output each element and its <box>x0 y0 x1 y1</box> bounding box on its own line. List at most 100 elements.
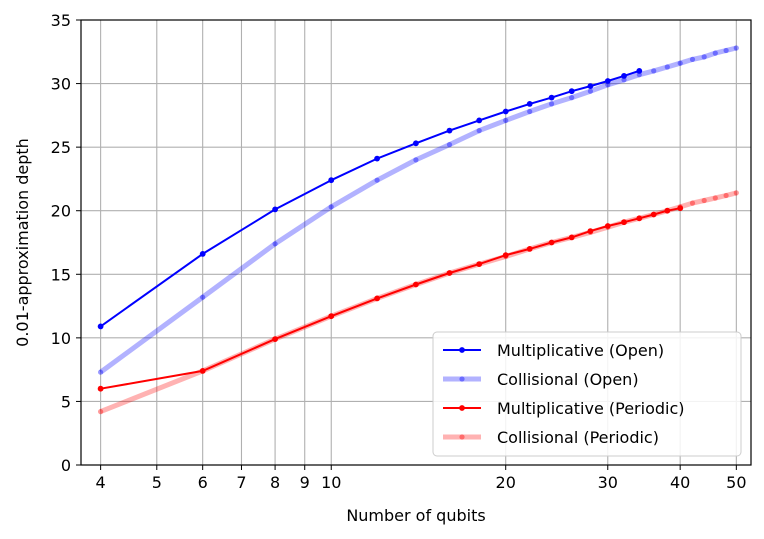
data-point <box>374 295 380 302</box>
data-point <box>587 88 594 94</box>
legend-label: Multiplicative (Periodic) <box>497 399 685 418</box>
data-point <box>636 215 643 222</box>
y-tick-label: 20 <box>51 202 71 221</box>
legend-label: Collisional (Periodic) <box>497 428 659 447</box>
data-point <box>701 54 707 60</box>
y-axis-label: 0.01-approximation depth <box>13 138 32 347</box>
data-point <box>712 195 718 201</box>
data-point <box>272 241 278 247</box>
data-point <box>526 246 533 252</box>
tick-layer: 4 5 6 7 8 9 10 20 30 40 50 0 5 10 15 20 25 30 35 <box>51 11 747 492</box>
x-tick-label: 8 <box>270 473 280 492</box>
y-tick-label: 5 <box>61 392 71 411</box>
x-tick-label: 5 <box>152 473 162 492</box>
x-tick-label: 4 <box>96 473 106 492</box>
data-point <box>374 177 380 183</box>
data-point <box>689 56 696 63</box>
x-tick-label: 40 <box>670 473 690 492</box>
series-line <box>100 69 640 328</box>
data-point <box>701 197 707 204</box>
data-point <box>98 409 104 415</box>
data-point <box>568 88 575 95</box>
data-point <box>476 261 483 267</box>
data-point <box>502 252 509 259</box>
data-point <box>689 200 696 206</box>
y-tick-label: 35 <box>51 11 71 30</box>
x-tick-label: 7 <box>236 473 246 492</box>
y-tick-label: 10 <box>51 329 71 348</box>
legend-item: Multiplicative (Periodic) <box>443 399 685 418</box>
y-tick-label: 30 <box>51 75 71 94</box>
data-point <box>476 128 482 134</box>
x-tick-label: 9 <box>300 473 310 492</box>
data-point <box>723 47 729 54</box>
data-point <box>664 64 670 70</box>
data-point <box>548 239 555 246</box>
data-point <box>413 281 419 288</box>
data-point <box>568 234 575 241</box>
data-point <box>604 223 611 229</box>
data-point <box>604 78 611 84</box>
legend-label: Multiplicative (Open) <box>497 341 664 360</box>
series-layer <box>97 45 739 415</box>
data-point <box>527 108 533 115</box>
x-axis-label: Number of qubits <box>346 506 485 525</box>
data-point <box>712 50 718 56</box>
legend-swatch-marker <box>459 405 465 411</box>
data-point <box>413 140 419 147</box>
data-point <box>621 219 627 226</box>
legend-label: Collisional (Open) <box>497 370 639 389</box>
legend-swatch-marker <box>459 376 465 382</box>
legend-item: Multiplicative (Open) <box>443 341 664 360</box>
x-tick-label: 6 <box>198 473 208 492</box>
data-point <box>621 73 627 79</box>
series-2 <box>97 205 684 392</box>
data-point <box>587 83 594 89</box>
data-point <box>723 192 729 199</box>
data-point <box>328 204 334 210</box>
data-point <box>272 206 278 213</box>
plot-frame <box>80 19 752 466</box>
series-1 <box>98 45 739 375</box>
y-tick-label: 15 <box>51 265 71 284</box>
x-tick-label: 50 <box>726 473 746 492</box>
data-point <box>272 336 278 342</box>
data-point <box>569 95 575 101</box>
data-point <box>328 177 335 184</box>
legend: Multiplicative (Open) Collisional (Open) M… <box>432 331 742 457</box>
data-point <box>200 294 206 300</box>
data-point <box>621 77 627 83</box>
y-tick-label: 25 <box>51 138 71 157</box>
data-point <box>446 127 453 134</box>
data-point <box>413 157 419 163</box>
data-point <box>733 190 739 196</box>
y-tick-label: 0 <box>61 456 71 475</box>
data-point <box>503 117 509 123</box>
data-point <box>199 368 206 374</box>
data-point <box>97 385 104 392</box>
data-point <box>677 60 683 66</box>
data-point <box>502 108 509 115</box>
data-point <box>677 205 684 212</box>
data-point <box>446 270 453 276</box>
data-point <box>526 101 533 107</box>
legend-item: Collisional (Periodic) <box>443 428 659 447</box>
legend-item: Collisional (Open) <box>443 370 639 389</box>
data-point <box>328 313 335 320</box>
data-point <box>97 323 104 330</box>
data-point <box>664 207 671 214</box>
data-point <box>374 155 380 162</box>
data-point <box>548 94 555 101</box>
data-point <box>651 68 657 74</box>
series-0 <box>97 68 643 330</box>
legend-swatch-marker <box>459 434 465 440</box>
series-line <box>99 45 737 375</box>
data-point <box>636 68 643 74</box>
data-point <box>650 211 657 218</box>
x-tick-label: 10 <box>321 473 341 492</box>
data-point <box>733 45 739 51</box>
data-point <box>98 369 104 375</box>
legend-swatch-marker <box>459 347 465 353</box>
